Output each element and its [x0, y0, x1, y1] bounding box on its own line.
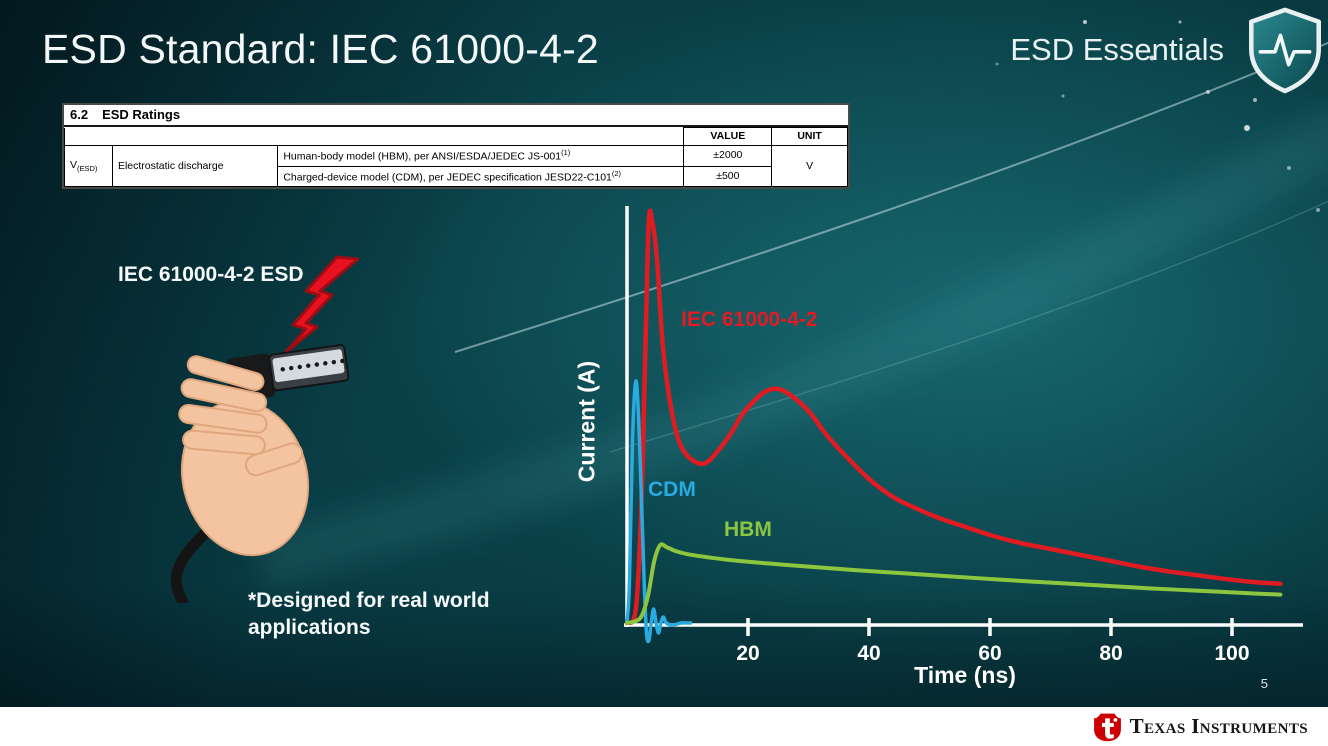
hand-connector-illustration	[170, 255, 360, 603]
hand-fingers	[178, 355, 304, 477]
series-label-cdm: CDM	[648, 478, 696, 501]
page-number: 5	[1260, 676, 1268, 691]
ratings-param-symbol: V(ESD)	[64, 145, 113, 188]
shield-icon	[1249, 7, 1321, 94]
ti-logo-icon	[1093, 713, 1121, 741]
ratings-blank-header	[63, 127, 685, 147]
brand-title: ESD Essentials	[1010, 32, 1224, 67]
heartbeat-pulse-icon	[1258, 33, 1312, 67]
ratings-section-title: ESD Ratings	[102, 107, 181, 122]
ratings-param-name: Electrostatic discharge	[111, 145, 279, 188]
slide-title: ESD Standard: IEC 61000-4-2	[42, 26, 599, 72]
esd-ratings-table: 6.2 ESD Ratings VALUE UNIT V(ESD) Electro…	[62, 103, 850, 190]
svg-text:100: 100	[1214, 642, 1249, 665]
ratings-col-unit: UNIT	[771, 126, 848, 147]
ratings-row-cdm-value: ±500	[683, 165, 773, 188]
svg-text:80: 80	[1099, 642, 1122, 665]
ratings-grid: VALUE UNIT V(ESD) Electrostatic discharg…	[63, 126, 848, 188]
esd-shield-logo	[1244, 6, 1326, 94]
applications-note-line2: applications	[248, 615, 371, 639]
footer-bar: Texas Instruments	[0, 707, 1328, 746]
connector-pins	[280, 358, 345, 372]
light-band-swoosh	[253, 107, 1328, 587]
applications-note: *Designed for real world applications	[248, 588, 490, 642]
thin-swoosh	[454, 41, 1328, 353]
ratings-section-header: 6.2 ESD Ratings	[64, 105, 848, 127]
lightning-icon	[283, 255, 360, 355]
y-axis-label: Current (A)	[573, 360, 600, 483]
series-label-iec: IEC 61000-4-2	[681, 308, 818, 331]
ratings-row-hbm-desc: Human-body model (HBM), per ANSI/ESDA/JE…	[277, 145, 685, 167]
connector-caption: IEC 61000-4-2 ESD	[118, 263, 304, 286]
x-axis-label: Time (ns)	[914, 662, 1016, 688]
applications-note-line1: *Designed for real world	[248, 589, 490, 612]
ratings-unit: V	[771, 145, 848, 188]
svg-text:20: 20	[736, 642, 759, 665]
series-label-hbm: HBM	[724, 518, 772, 541]
hand-thumb	[244, 442, 304, 477]
ti-logo-text: Texas Instruments	[1129, 714, 1308, 738]
ratings-row-cdm-desc: Charged-device model (CDM), per JEDEC sp…	[277, 165, 685, 188]
ratings-row-hbm-value: ±2000	[683, 145, 773, 167]
ratings-section-number: 6.2	[70, 107, 89, 122]
ratings-col-value: VALUE	[683, 126, 773, 147]
